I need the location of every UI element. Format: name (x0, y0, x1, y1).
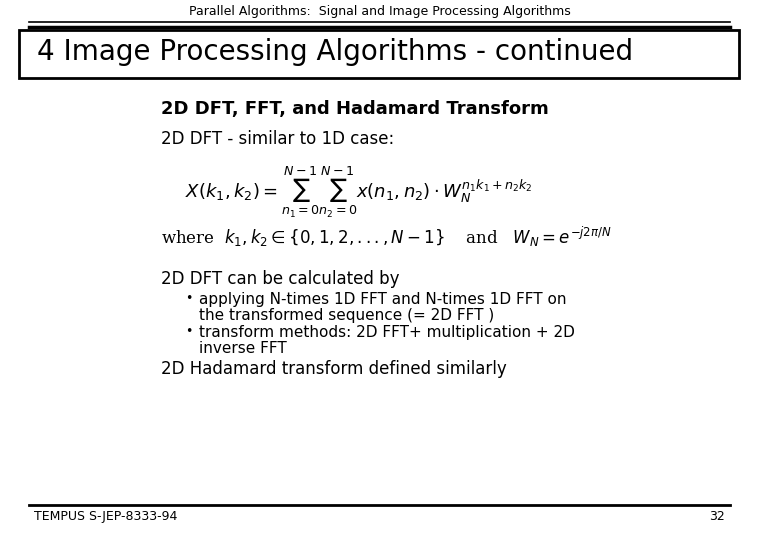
Text: 2D DFT - similar to 1D case:: 2D DFT - similar to 1D case: (161, 130, 394, 148)
Text: Parallel Algorithms:  Signal and Image Processing Algorithms: Parallel Algorithms: Signal and Image Pr… (189, 5, 570, 18)
Text: •: • (185, 325, 192, 338)
Text: applying N-times 1D FFT and N-times 1D FFT on: applying N-times 1D FFT and N-times 1D F… (200, 292, 567, 307)
Text: 2D DFT can be calculated by: 2D DFT can be calculated by (161, 270, 399, 288)
Text: TEMPUS S-JEP-8333-94: TEMPUS S-JEP-8333-94 (34, 510, 177, 523)
Text: 32: 32 (709, 510, 725, 523)
Text: 2D DFT, FFT, and Hadamard Transform: 2D DFT, FFT, and Hadamard Transform (161, 100, 548, 118)
Text: transform methods: 2D FFT+ multiplication + 2D: transform methods: 2D FFT+ multiplicatio… (200, 325, 576, 340)
Text: inverse FFT: inverse FFT (200, 341, 287, 356)
Text: $X(k_1, k_2) = \sum_{n_1=0}^{N-1} \sum_{n_2=0}^{N-1} x(n_1, n_2) \cdot W_N^{n_1 : $X(k_1, k_2) = \sum_{n_1=0}^{N-1} \sum_{… (185, 165, 532, 220)
Text: •: • (185, 292, 192, 305)
Text: 2D Hadamard transform defined similarly: 2D Hadamard transform defined similarly (161, 360, 506, 378)
Text: 4 Image Processing Algorithms - continued: 4 Image Processing Algorithms - continue… (37, 38, 633, 66)
FancyBboxPatch shape (20, 30, 739, 78)
Text: where  $k_1, k_2 \in \{0,1,2,...,N-1\}$    and   $W_N = e^{-j2\pi/N}$: where $k_1, k_2 \in \{0,1,2,...,N-1\}$ a… (161, 225, 612, 249)
Text: the transformed sequence (= 2D FFT ): the transformed sequence (= 2D FFT ) (200, 308, 495, 323)
